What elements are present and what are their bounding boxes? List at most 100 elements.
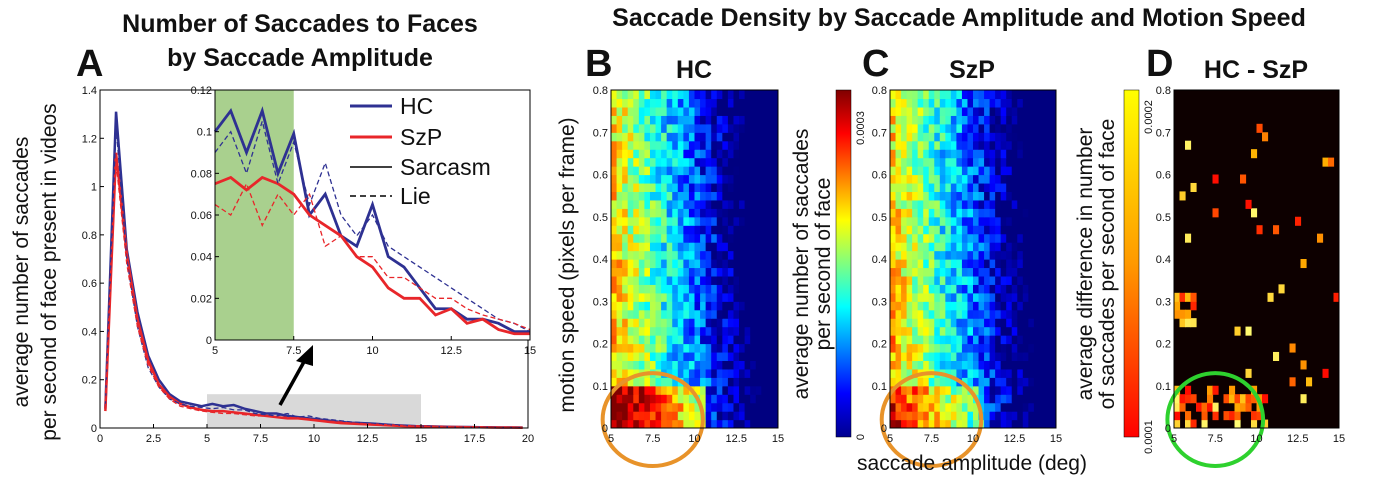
heatmap-cell [744, 335, 751, 345]
heatmap-cell [727, 360, 735, 370]
heatmap-cell [1050, 166, 1056, 176]
heatmap-cell [928, 343, 935, 353]
heatmap-cell [1185, 385, 1192, 395]
heatmap-cell [688, 115, 696, 125]
heatmap-cell [733, 301, 740, 311]
heatmap-cell [984, 284, 991, 294]
heatmap-cell [666, 402, 673, 412]
heatmap-cell [649, 242, 657, 252]
heatmap-cell [978, 115, 985, 125]
heatmap-cell [939, 140, 946, 150]
heatmap-cell [733, 351, 740, 361]
heatmap-cell [666, 343, 673, 353]
heatmap-cell [923, 292, 930, 302]
panel-a-ylabel-line2: per second of face present in videos [38, 103, 61, 440]
heatmap-cell [1017, 106, 1024, 116]
heatmap-cell [677, 419, 684, 428]
heatmap-cell [1022, 191, 1029, 201]
heatmap-cell [611, 284, 618, 294]
heatmap-cell [627, 123, 634, 133]
heatmap-cell [1017, 90, 1024, 100]
heatmap-cell [973, 402, 980, 412]
heatmap-cell [755, 132, 762, 142]
y-tick-label: 0.7 [1156, 127, 1171, 139]
heatmap-cell [945, 267, 952, 277]
heatmap-cell [705, 292, 712, 302]
heatmap-cell [956, 318, 963, 328]
heatmap-cell [672, 292, 679, 302]
heatmap-cell [716, 368, 723, 378]
heatmap-cell [890, 157, 897, 167]
heatmap-cell [939, 402, 946, 412]
heatmap-cell [661, 284, 668, 294]
heatmap-cell [939, 360, 946, 370]
heatmap-cell [622, 267, 629, 277]
heatmap-cell [945, 411, 952, 421]
heatmap-cell [928, 301, 935, 311]
heatmap-cell [633, 233, 640, 243]
heatmap-cell [700, 351, 707, 361]
heatmap-cell [1044, 343, 1052, 353]
heatmap-cell [934, 351, 941, 361]
heatmap-cell [649, 149, 657, 159]
heatmap-cell [638, 309, 645, 319]
heatmap-cell [772, 394, 778, 404]
heatmap-cell [895, 242, 902, 252]
heatmap-cell [739, 149, 746, 159]
heatmap-cell [1050, 326, 1056, 336]
heatmap-cell [1011, 123, 1018, 133]
heatmap-cell [1006, 309, 1013, 319]
heatmap-cell [895, 199, 902, 209]
heatmap-cell [906, 216, 913, 226]
heatmap-cell [978, 90, 985, 100]
heatmap-cell [1011, 419, 1018, 428]
heatmap-cell [989, 140, 996, 150]
heatmap-cell [1022, 402, 1029, 412]
heatmap-cell [1028, 402, 1035, 412]
heatmap-cell [906, 157, 913, 167]
heatmap-cell [666, 360, 673, 370]
heatmap-cell [722, 182, 729, 192]
heatmap-cell [928, 174, 935, 184]
heatmap-cell [649, 250, 657, 260]
heatmap-cell [1234, 326, 1241, 336]
heatmap-cell [939, 284, 946, 294]
heatmap-cell [666, 368, 673, 378]
heatmap-cell [1011, 318, 1018, 328]
heatmap-cell [744, 182, 751, 192]
heatmap-cell [611, 225, 618, 235]
heatmap-cell [739, 318, 746, 328]
heatmap-cell [727, 411, 735, 421]
x-tick-label: 10 [688, 433, 700, 445]
heatmap-cell [744, 166, 751, 176]
heatmap-cell [683, 360, 690, 370]
heatmap-cell [677, 174, 684, 184]
heatmap-cell [649, 301, 657, 311]
heatmap-cell [633, 377, 640, 387]
heatmap-cell [622, 301, 629, 311]
heatmap-cell [716, 174, 723, 184]
heatmap-cell [622, 402, 629, 412]
heatmap-cell [890, 250, 897, 260]
heatmap-cell [611, 216, 618, 226]
heatmap-cell [611, 411, 618, 421]
heatmap-cell [694, 132, 701, 142]
heatmap-cell [945, 284, 952, 294]
heatmap-cell [761, 132, 768, 142]
panel-a-x-tick-label: 15 [415, 433, 427, 445]
heatmap-cell [1022, 199, 1029, 209]
heatmap-cell [705, 242, 712, 252]
heatmap-cell [622, 115, 629, 125]
heatmap-cell [989, 284, 996, 294]
heatmap-cell [950, 377, 957, 387]
heatmap-cell [967, 191, 974, 201]
heatmap-cell [766, 242, 774, 252]
heatmap-cell [722, 385, 729, 395]
heatmap-cell [688, 98, 696, 108]
heatmap-cell [1033, 199, 1040, 209]
heatmap-cell [906, 233, 913, 243]
heatmap-cell [611, 292, 618, 302]
heatmap-cell [627, 199, 634, 209]
heatmap-cell [649, 394, 657, 404]
heatmap-cell [901, 225, 908, 235]
